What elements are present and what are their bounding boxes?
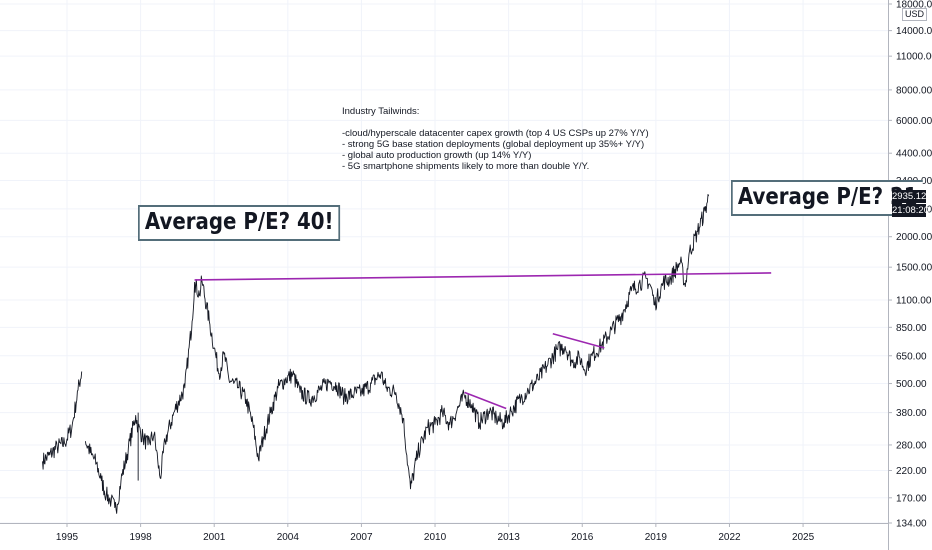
y-tick-label: 500.00 [896,379,927,390]
x-tick-label: 2007 [350,532,373,543]
currency-label[interactable]: USD [902,8,928,21]
grid [0,0,888,524]
trendline [194,272,772,281]
y-tick-label: 8000.00 [896,85,932,96]
tailwinds-line: - strong 5G base station deployments (gl… [342,139,645,150]
tailwinds-line: - global auto production growth (up 14% … [342,150,532,161]
y-tick-label: 850.00 [896,323,927,334]
tailwinds-line: -cloud/hyperscale datacenter capex growt… [342,128,649,139]
x-tick-label: 2013 [498,532,521,543]
countdown-tag: 21:08:20 [892,204,929,217]
x-axis-ticks: 1995 1998 2001 2004 2007 2010 2013 2016 2019 2022… [56,523,815,543]
industry-tailwinds-note: Industry Tailwinds: -cloud/hyperscale da… [342,106,732,172]
x-tick-label: 2019 [645,532,668,543]
y-tick-label: 1500.00 [896,263,932,274]
x-tick-label: 2001 [203,532,226,543]
price-series [42,193,710,514]
x-tick-label: 2022 [718,532,741,543]
y-tick-label: 280.00 [896,440,927,451]
tailwinds-line: - 5G smartphone shipments likely to more… [342,161,590,172]
y-tick-label: 18000.00 [896,0,932,11]
y-tick-label: 2000.00 [896,232,932,243]
y-tick-label: 650.00 [896,351,927,362]
trendlines [194,272,772,410]
trendline [464,391,507,410]
trendline [552,332,605,349]
y-tick-label: 1100.00 [896,296,932,307]
y-tick-label: 220.00 [896,466,927,477]
last-price-tag: 2935.12 [892,190,927,203]
x-tick-label: 1998 [129,532,152,543]
x-tick-label: 2025 [792,532,815,543]
x-tick-label: 2010 [424,532,447,543]
price-line [84,193,710,514]
y-tick-label: 4400.00 [896,149,932,160]
pe-callout-right[interactable]: Average P/E? 21 [731,180,923,216]
x-tick-label: 1995 [56,532,79,543]
y-tick-label: 6000.00 [896,116,932,127]
price-line [42,371,83,470]
tailwinds-line: Industry Tailwinds: [342,106,420,117]
y-tick-label: 170.00 [896,493,927,504]
x-tick-label: 2004 [277,532,300,543]
y-tick-label: 11000.00 [896,52,932,63]
tailwinds-line [342,117,732,128]
y-axis-ticks: 134.00 170.00 220.00 280.00 380.00 500.00 650.… [888,0,932,530]
y-tick-label: 14000.00 [896,26,932,37]
x-tick-label: 2016 [571,532,594,543]
y-tick-label: 380.00 [896,408,927,419]
y-tick-label: 134.00 [896,519,927,530]
pe-callout-left[interactable]: Average P/E? 40! [138,205,341,241]
